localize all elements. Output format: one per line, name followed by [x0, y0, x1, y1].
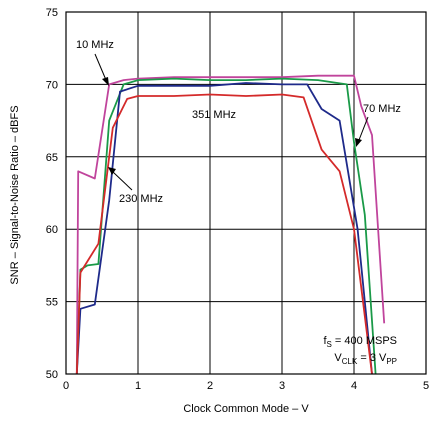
series-line-70mhz [75, 77, 377, 375]
arrowhead-10mhz [102, 77, 109, 86]
x-axis-title: Clock Common Mode – V [183, 403, 309, 415]
x-tick-label: 1 [135, 380, 141, 392]
x-tick-label: 4 [351, 380, 357, 392]
y-tick-label: 65 [46, 152, 58, 164]
fs-symbol: f [323, 335, 327, 347]
y-tick-label: 75 [46, 7, 58, 19]
x-tick-label: 2 [207, 380, 213, 392]
arrowhead-230mhz [108, 167, 116, 175]
vclk-value: = 3 V [357, 352, 387, 364]
fs-subscript: S [327, 340, 332, 349]
series-line-10mhz [75, 74, 386, 375]
vclk-unit-subscript: PP [386, 357, 397, 366]
x-tick-label: 0 [63, 380, 69, 392]
label-230mhz: 230 MHz [119, 193, 163, 205]
x-tick-label: 3 [279, 380, 285, 392]
condition-vclk: VCLK = 3 VPP [334, 352, 397, 366]
series-lines [75, 74, 386, 375]
label-351mhz: 351 MHz [192, 109, 236, 121]
label-70mhz: 70 MHz [363, 103, 401, 115]
y-axis-title: SNR – Signal-to-Noise Ratio – dBFS [9, 105, 21, 284]
series-line-230mhz [75, 82, 373, 375]
arrow-70mhz [358, 116, 369, 141]
arrow-10mhz [94, 53, 107, 81]
y-tick-label: 70 [46, 79, 58, 91]
plot-frame [65, 11, 427, 375]
vclk-subscript: CLK [342, 357, 358, 366]
arrowhead-70mhz [355, 138, 362, 147]
y-tick-label: 55 [46, 297, 58, 309]
y-tick-label: 50 [46, 369, 58, 381]
x-tick-label: 5 [423, 380, 429, 392]
condition-fs: fS = 400 MSPS [323, 335, 397, 349]
label-10mhz: 10 MHz [76, 39, 114, 51]
arrow-230mhz [112, 171, 133, 191]
vclk-symbol: V [334, 352, 342, 364]
series-line-351mhz [75, 93, 373, 375]
grid [66, 12, 426, 374]
y-tick-label: 60 [46, 224, 58, 236]
fs-value: = 400 MSPS [332, 335, 397, 347]
